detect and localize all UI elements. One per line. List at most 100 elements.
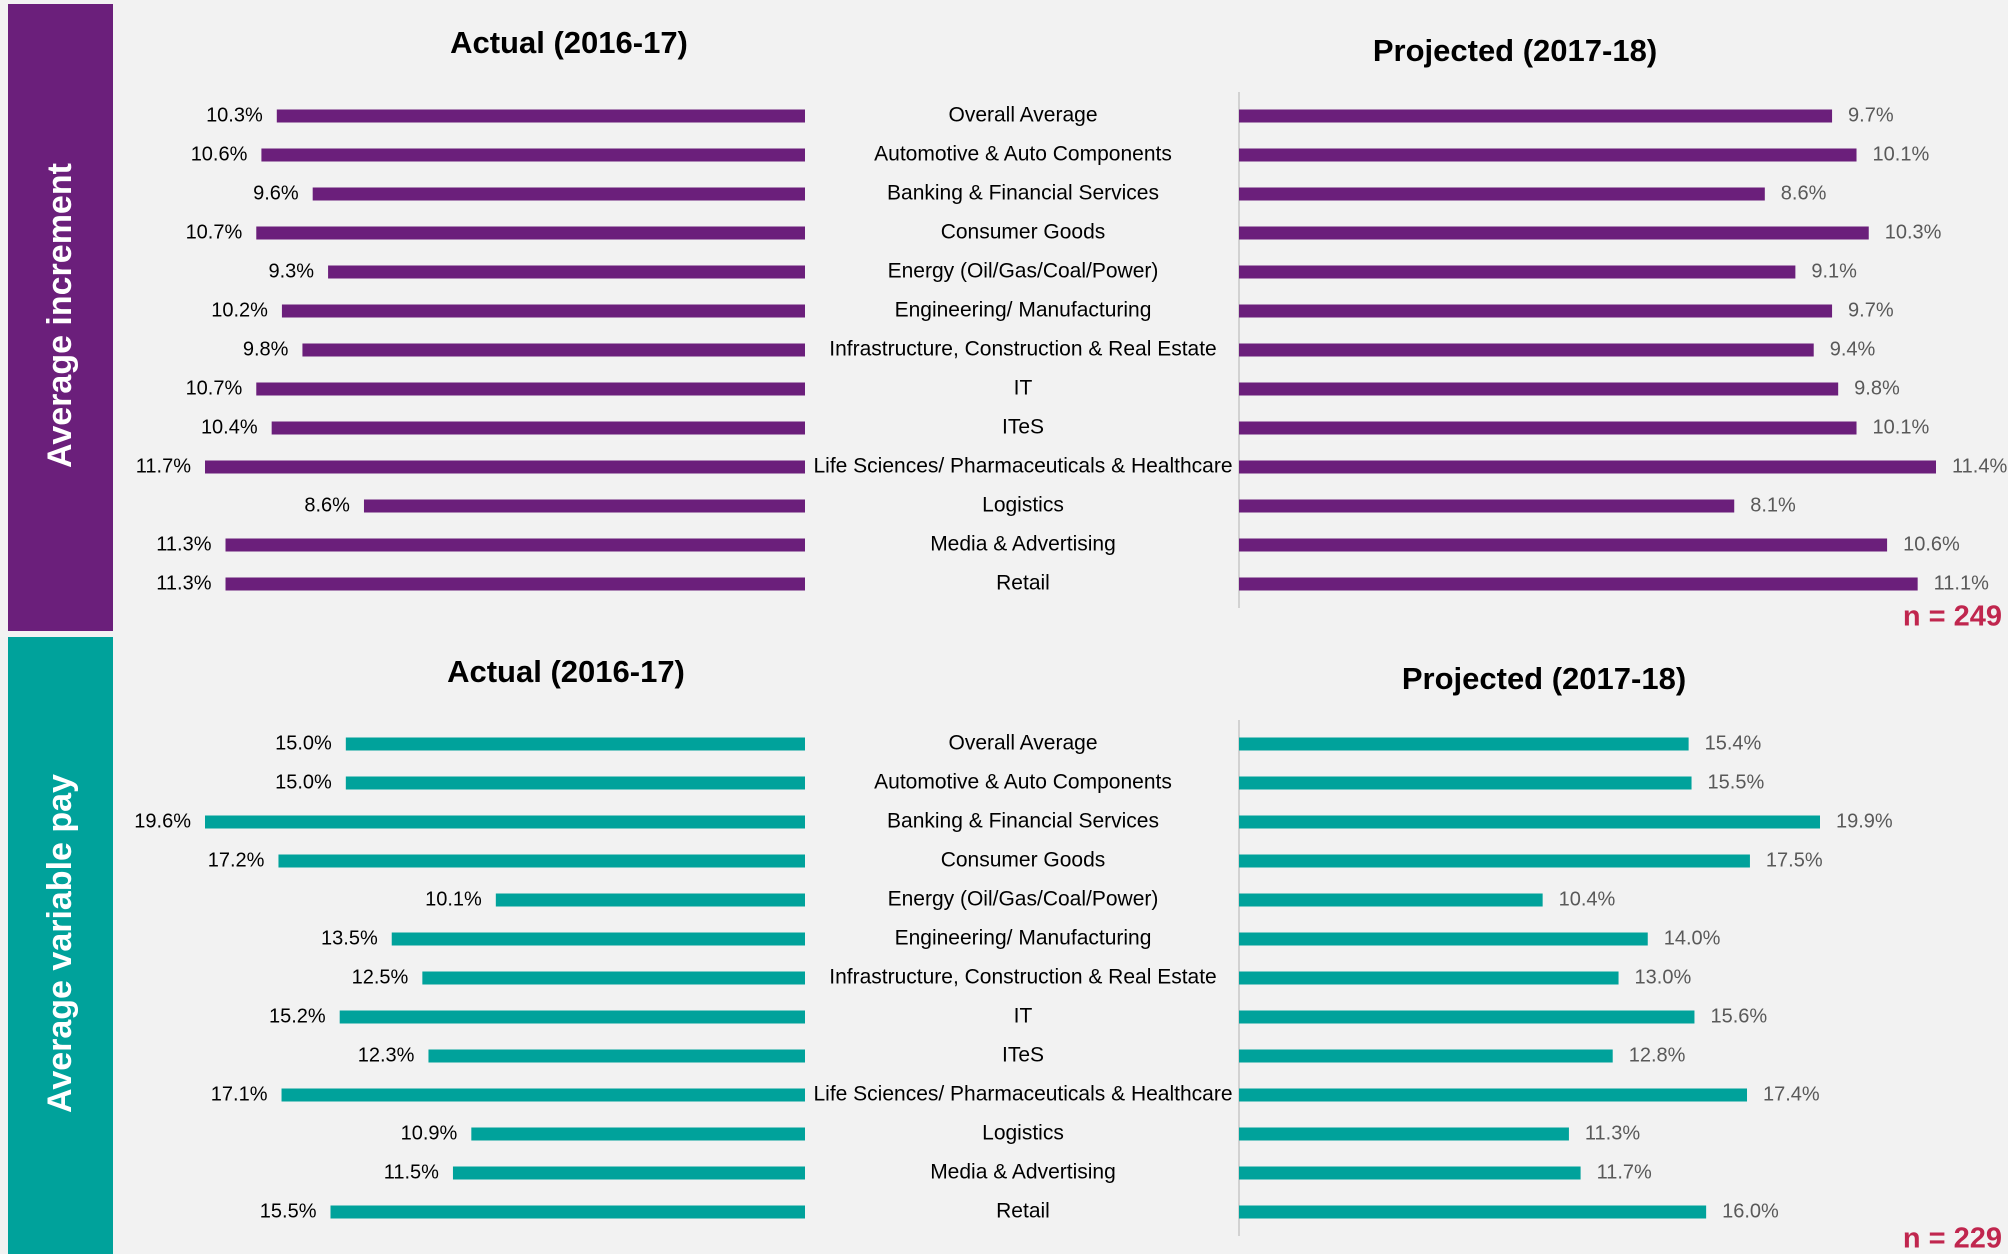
bar (256, 382, 805, 396)
sample-size: n = 249 (1903, 601, 2002, 633)
value-label: 17.5% (1766, 849, 1823, 871)
bar (391, 932, 805, 946)
bar (1239, 971, 1619, 985)
category-label: Overall Average (948, 104, 1097, 127)
value-label: 13.5% (321, 927, 378, 949)
bar (339, 1010, 805, 1024)
value-label: 9.7% (1848, 299, 1894, 321)
bar (276, 109, 805, 123)
bar (345, 737, 805, 751)
bar (271, 421, 806, 435)
value-label: 15.0% (275, 732, 332, 754)
sample-size: n = 229 (1903, 1223, 2002, 1254)
bar (422, 971, 805, 985)
value-label: 12.8% (1629, 1044, 1686, 1066)
value-label: 16.0% (1722, 1200, 1779, 1222)
bar (278, 854, 806, 868)
bar (363, 499, 805, 513)
bar (281, 1088, 805, 1102)
value-label: 11.7% (1597, 1161, 1652, 1183)
bar (205, 460, 805, 474)
category-label: Life Sciences/ Pharmaceuticals & Healthc… (813, 455, 1232, 478)
bar (225, 577, 805, 591)
value-label: 11.5% (384, 1161, 439, 1183)
value-label: 19.9% (1836, 810, 1893, 832)
category-label: Engineering/ Manufacturing (895, 299, 1152, 322)
bar (1239, 148, 1857, 162)
value-label: 15.6% (1710, 1005, 1767, 1027)
bar (302, 343, 805, 357)
category-label: Banking & Financial Services (887, 810, 1159, 833)
value-label: 11.3% (156, 572, 211, 594)
bar (1239, 226, 1869, 240)
value-label: 19.6% (134, 810, 191, 832)
category-label: Consumer Goods (941, 849, 1106, 872)
side-band (8, 4, 113, 631)
value-label: 11.3% (156, 533, 211, 555)
bar (1239, 499, 1735, 513)
bar (328, 265, 805, 279)
category-label: Media & Advertising (930, 1161, 1116, 1184)
category-label: Engineering/ Manufacturing (895, 927, 1152, 950)
value-label: 8.1% (1750, 494, 1796, 516)
value-label: 10.7% (186, 221, 243, 243)
value-label: 8.6% (304, 494, 350, 516)
value-label: 10.2% (211, 299, 268, 321)
bar (345, 776, 805, 790)
category-label: Retail (996, 1200, 1050, 1223)
bar (1239, 932, 1648, 946)
category-label: IT (1014, 377, 1033, 400)
bar (1239, 343, 1814, 357)
category-label: IT (1014, 1005, 1033, 1028)
value-label: 15.5% (260, 1200, 317, 1222)
value-label: 9.6% (253, 182, 299, 204)
category-label: Infrastructure, Construction & Real Esta… (829, 338, 1217, 361)
panel-title: Projected (2017-18) (1373, 33, 1657, 68)
panel-title: Actual (2016-17) (447, 654, 685, 689)
value-label: 10.4% (201, 416, 258, 438)
category-label: Consumer Goods (941, 221, 1106, 244)
value-label: 10.9% (401, 1122, 458, 1144)
bar (1239, 538, 1888, 552)
bar (225, 538, 805, 552)
bar (1239, 893, 1543, 907)
value-label: 10.6% (1903, 533, 1960, 555)
value-label: 17.2% (208, 849, 265, 871)
bar (1239, 854, 1750, 868)
bar (1239, 265, 1796, 279)
value-label: 12.3% (358, 1044, 415, 1066)
value-label: 9.7% (1848, 104, 1894, 126)
category-label: Overall Average (948, 732, 1097, 755)
bar (256, 226, 805, 240)
category-label: Automotive & Auto Components (874, 771, 1172, 794)
value-label: 11.1% (1934, 572, 1989, 594)
bar (281, 304, 805, 318)
bar (1239, 815, 1820, 829)
value-label: 10.7% (186, 377, 243, 399)
bar (1239, 737, 1689, 751)
bar (1239, 304, 1833, 318)
value-label: 10.6% (191, 143, 248, 165)
bar (452, 1166, 805, 1180)
bar (1239, 577, 1918, 591)
bar (1239, 1127, 1569, 1141)
bar (261, 148, 805, 162)
value-label: 11.4% (1952, 455, 2007, 477)
value-label: 14.0% (1664, 927, 1721, 949)
value-label: 9.4% (1830, 338, 1876, 360)
value-label: 8.6% (1781, 182, 1827, 204)
category-label: Logistics (982, 494, 1064, 517)
category-label: Life Sciences/ Pharmaceuticals & Healthc… (813, 1083, 1232, 1106)
value-label: 11.3% (1585, 1122, 1640, 1144)
value-label: 15.4% (1705, 732, 1762, 754)
bar (330, 1205, 805, 1219)
bar (1239, 382, 1839, 396)
value-label: 15.0% (275, 771, 332, 793)
bar (1239, 776, 1692, 790)
value-label: 17.4% (1763, 1083, 1820, 1105)
category-label: ITeS (1002, 416, 1044, 439)
bar (495, 893, 805, 907)
value-label: 15.2% (269, 1005, 326, 1027)
